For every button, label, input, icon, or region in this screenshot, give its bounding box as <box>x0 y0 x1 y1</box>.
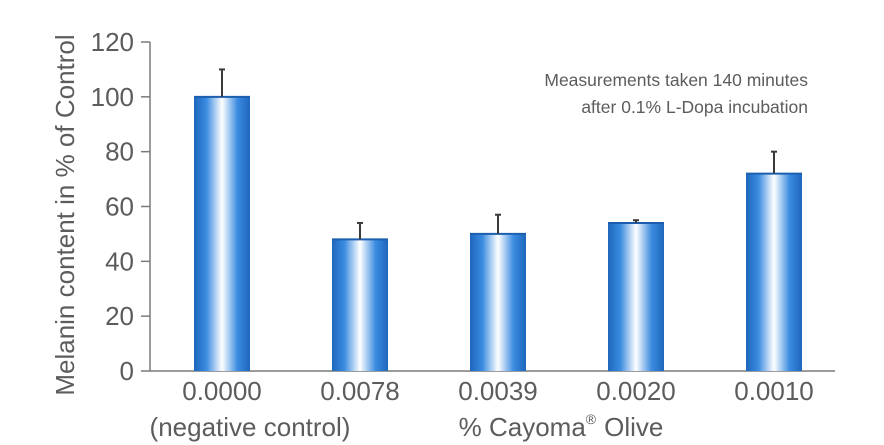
category-sublabel: (negative control) <box>150 412 351 442</box>
annotation-line-2: after 0.1% L-Dopa incubation <box>581 97 808 117</box>
y-tick-label: 100 <box>91 82 134 112</box>
annotation-line-1: Measurements taken 140 minutes <box>544 70 808 90</box>
x-tick-label: 0.0010 <box>734 376 814 406</box>
x-axis-label: % Cayoma® Olive <box>459 411 664 442</box>
x-tick-label: 0.0078 <box>320 376 400 406</box>
y-ticks: 0 20 40 60 80 100 120 <box>91 27 150 386</box>
x-tick-label: 0.0020 <box>596 376 676 406</box>
bar <box>470 233 526 371</box>
x-tick-label: 0.0039 <box>458 376 538 406</box>
y-tick-label: 0 <box>120 356 134 386</box>
bar <box>608 222 664 371</box>
bar <box>332 239 388 371</box>
bar <box>746 173 802 371</box>
y-tick-label: 80 <box>105 137 134 167</box>
bar <box>194 96 250 371</box>
y-axis-label: Melanin content in % of Control <box>50 34 80 395</box>
y-tick-label: 60 <box>105 192 134 222</box>
y-tick-label: 40 <box>105 246 134 276</box>
x-axis-label-suffix: Olive <box>604 412 663 442</box>
category-labels: 0.0000 0.0078 0.0039 0.0020 0.0010 <box>182 376 814 406</box>
registered-mark: ® <box>586 411 597 427</box>
y-tick-label: 120 <box>91 27 134 57</box>
error-bars <box>219 68 777 240</box>
y-tick-label: 20 <box>105 301 134 331</box>
x-tick-label: 0.0000 <box>182 376 262 406</box>
x-axis-label-prefix: % Cayoma <box>459 412 587 442</box>
